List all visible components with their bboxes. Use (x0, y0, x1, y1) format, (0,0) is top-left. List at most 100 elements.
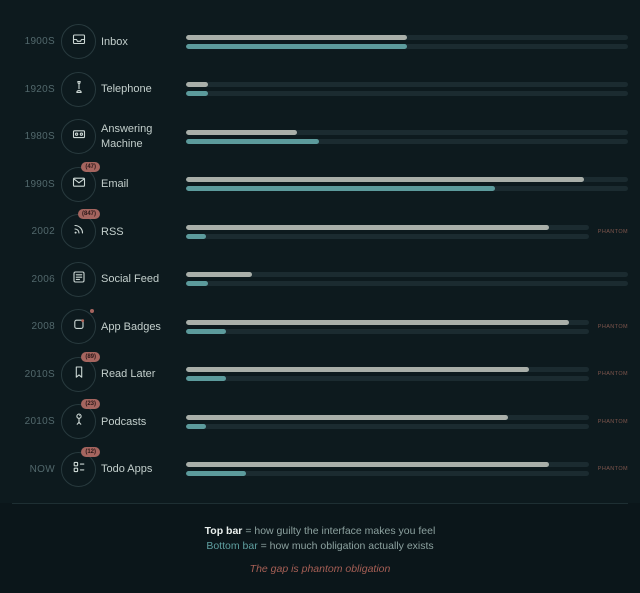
legend-top-definition: = how guilty the interface makes you fee… (242, 524, 436, 537)
app-badge-icon (71, 316, 87, 337)
obligation-bar-track (186, 233, 589, 239)
icon-circle (61, 261, 96, 297)
bar-pair: PHANTOM (186, 367, 628, 382)
guilt-bar-fill (186, 129, 297, 135)
guilt-bar-track (186, 177, 628, 183)
icon-circle: (12) (61, 446, 100, 487)
count-badge: (847) (77, 209, 100, 220)
legend-top-bar: Top bar = how guilty the interface makes… (0, 524, 640, 539)
obligation-bar-fill (186, 233, 207, 239)
bar-pair (186, 82, 628, 97)
count-badge: (12) (81, 446, 100, 457)
timeline-row: 1920S Telephone (12, 66, 628, 114)
obligation-bar-fill (186, 376, 227, 382)
icon-circle: (89) (61, 351, 100, 392)
icon-circle (61, 119, 96, 155)
bar-pair (186, 272, 628, 287)
obligation-bar-fill (186, 423, 207, 429)
icon-circle (61, 309, 96, 345)
obligation-bar-fill (186, 43, 407, 49)
item-label: Social Feed (101, 273, 160, 286)
item-label: Inbox (101, 35, 128, 48)
timeline-row: NOW (12) Todo Apps PHANTOM (12, 446, 628, 494)
timeline-row: 2010S (89) Read Later PHANTOM (12, 351, 628, 399)
guilt-bar-track (186, 367, 589, 373)
item-label: RSS (101, 225, 124, 238)
bar-pair (186, 129, 628, 144)
guilt-bar-track (186, 462, 589, 468)
phantom-label: PHANTOM (597, 228, 628, 235)
obligation-bar-track (186, 376, 589, 382)
guilt-bar-track (186, 34, 628, 40)
obligation-bar-track (186, 471, 589, 477)
chart-rows: 1900S Inbox 1920S Telephone (12, 18, 628, 494)
guilt-bar-track (186, 82, 628, 88)
era-label: 1920S (24, 83, 55, 95)
item-label: Podcasts (101, 415, 147, 428)
obligation-bar-fill (186, 138, 319, 144)
era-label: 2002 (31, 226, 55, 238)
count-badge: (23) (81, 399, 100, 410)
guilt-bar-track (186, 129, 628, 135)
guilt-bar-fill (186, 177, 584, 183)
obligation-bar-track (186, 423, 589, 429)
count-badge: (89) (81, 351, 100, 362)
guilt-bar-fill (186, 272, 253, 278)
era-label: 2006 (31, 273, 55, 285)
item-label: Todo Apps (101, 463, 153, 476)
count-badge: (47) (81, 161, 100, 172)
obligation-bar-track (186, 328, 589, 334)
guilt-bar-fill (186, 414, 509, 420)
bar-pair: PHANTOM (186, 319, 628, 334)
guilt-bar-fill (186, 319, 569, 325)
cassette-icon (71, 126, 87, 147)
checklist-icon (71, 459, 87, 480)
timeline-row: 1900S Inbox (12, 18, 628, 66)
bar-pair (186, 34, 628, 49)
obligation-bar-fill (186, 186, 496, 192)
item-label: Telephone (101, 83, 152, 96)
guilt-bar-fill (186, 34, 407, 40)
era-label: 2010S (24, 368, 55, 380)
icon-circle (61, 24, 96, 60)
phantom-label: PHANTOM (597, 323, 628, 330)
timeline-row: 2002 (847) RSS PHANTOM (12, 208, 628, 256)
phantom-label: PHANTOM (597, 418, 628, 425)
phantom-label: PHANTOM (597, 466, 628, 473)
legend-top-term: Top bar (204, 524, 243, 537)
item-label: Read Later (101, 368, 156, 381)
legend-bottom-bar: Bottom bar = how much obligation actuall… (0, 539, 640, 554)
obligation-bar-track (186, 186, 628, 192)
icon-circle (61, 71, 96, 107)
telephone-icon (71, 79, 87, 100)
guilt-bar-track (186, 319, 589, 325)
era-label: NOW (29, 463, 55, 475)
bar-pair: PHANTOM (186, 462, 628, 477)
timeline-row: 1990S (47) Email (12, 161, 628, 209)
obligation-bar-fill (186, 471, 247, 477)
bar-pair: PHANTOM (186, 414, 628, 429)
icon-circle: (23) (61, 399, 100, 440)
rss-icon (71, 221, 87, 242)
guilt-bar-fill (186, 82, 209, 88)
timeline-row: 1980S Answering Machine (12, 113, 628, 161)
bar-pair (186, 177, 628, 192)
phantom-label: PHANTOM (597, 371, 628, 378)
notification-dot (90, 309, 94, 314)
footer: Top bar = how guilty the interface makes… (0, 502, 640, 593)
obligation-bar-track (186, 91, 628, 97)
era-label: 1980S (24, 131, 55, 143)
obligation-bar-track (186, 43, 628, 49)
footer-divider (12, 502, 628, 504)
inbox-tray-icon (71, 31, 87, 52)
item-label: Answering Machine (101, 123, 153, 150)
timeline-row: 2010S (23) Podcasts PHANTOM (12, 398, 628, 446)
legend-bottom-term: Bottom bar (206, 539, 258, 552)
guilt-bar-track (186, 224, 589, 230)
guilt-bar-fill (186, 224, 549, 230)
era-label: 2010S (24, 416, 55, 428)
guilt-bar-fill (186, 462, 549, 468)
guilt-bar-track (186, 414, 589, 420)
bar-pair: PHANTOM (186, 224, 628, 239)
legend-bottom-definition: = how much obligation actually exists (257, 539, 434, 552)
